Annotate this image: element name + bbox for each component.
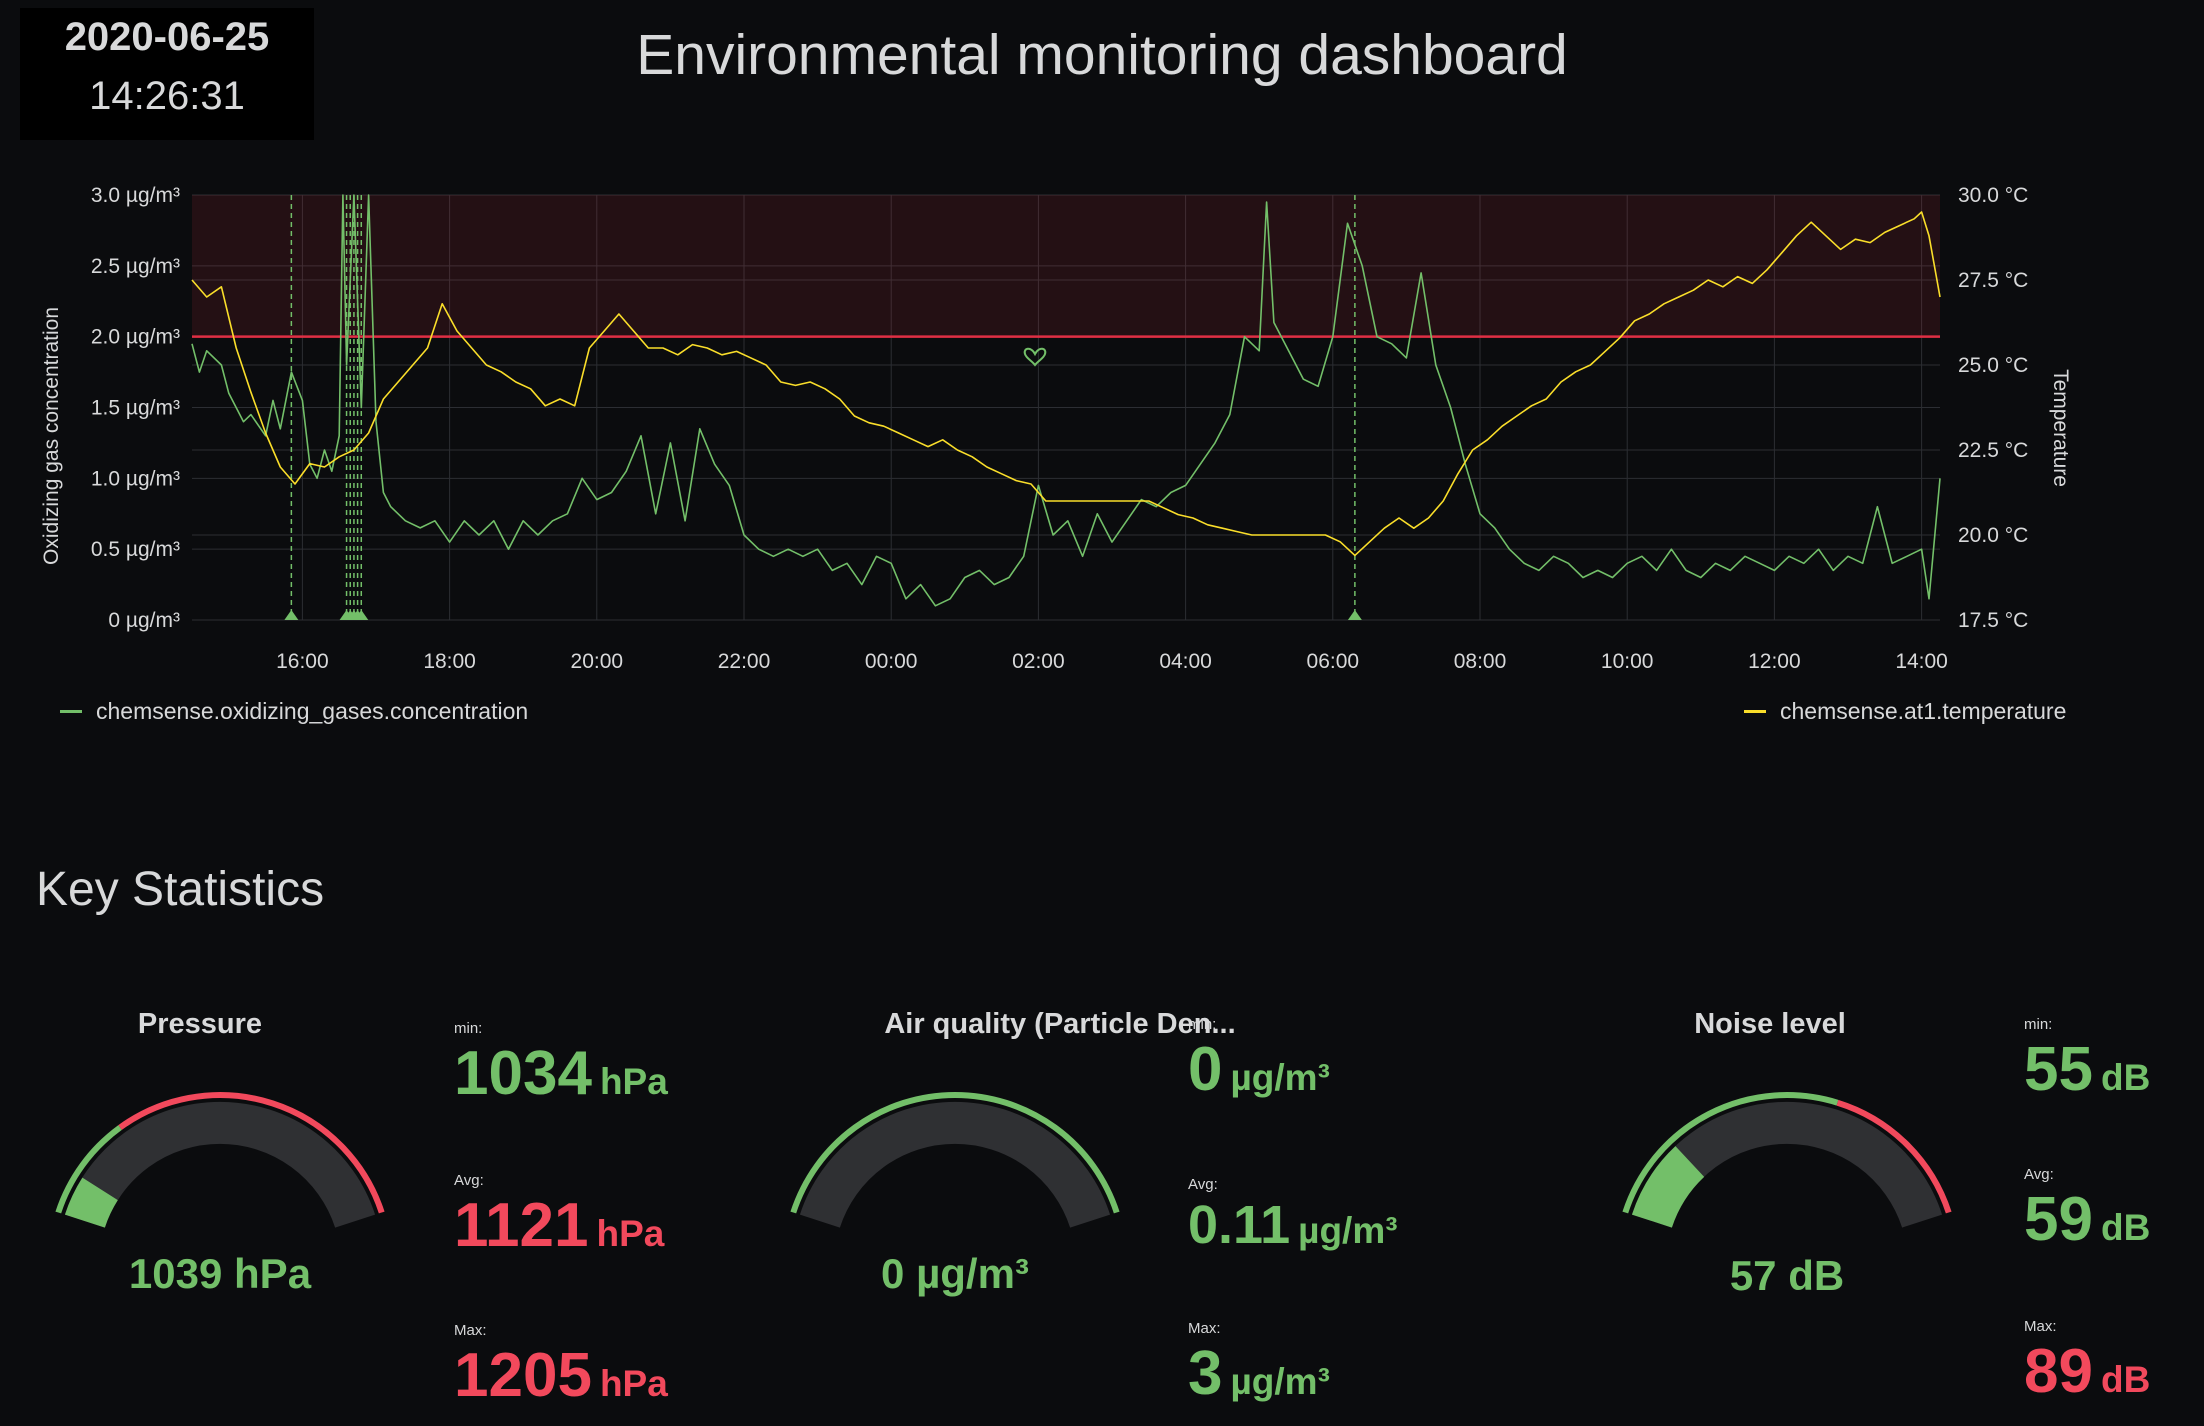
legend-label-oxidizing: chemsense.oxidizing_gases.concentration (96, 698, 529, 724)
noise-avg-label: Avg: (2024, 1166, 2054, 1183)
air-max-label: Max: (1188, 1320, 1221, 1337)
y-tick-left: 1.0 µg/m³ (91, 467, 180, 490)
y-tick-right: 27.5 °C (1958, 269, 2028, 292)
timeseries-chart[interactable]: 0 µg/m³ 0.5 µg/m³ 1.0 µg/m³ 1.5 µg/m³ 2.0 µg… (0, 160, 2204, 750)
y-axis-left-label: Oxidizing gas concentration (40, 307, 63, 565)
air-max-value: 3 µg/m³ (1188, 1339, 1330, 1408)
y-tick-right: 30.0 °C (1958, 184, 2028, 207)
noise-gauge-value: 57 dB (1729, 1252, 1845, 1299)
dashboard-title: Environmental monitoring dashboard (636, 23, 1568, 87)
legend-item-oxidizing[interactable]: chemsense.oxidizing_gases.concentration (60, 698, 528, 725)
y-tick-right: 25.0 °C (1958, 354, 2028, 377)
noise-gauge (1622, 1092, 1952, 1229)
x-tick: 18:00 (423, 650, 476, 673)
noise-title: Noise level (1694, 1008, 1846, 1040)
y-tick-left: 3.0 µg/m³ (91, 184, 180, 207)
pressure-title: Pressure (137, 1008, 263, 1040)
x-tick: 14:00 (1895, 650, 1948, 673)
clock-date: 2020-06-25 (64, 15, 270, 59)
pressure-avg-label: Avg: (454, 1172, 484, 1189)
chart-series (191, 194, 1941, 607)
y-tick-left: 2.5 µg/m³ (91, 255, 180, 278)
x-axis-ticks: 16:00 18:00 20:00 22:00 00:00 02:00 04:00 06:00… (276, 650, 1948, 673)
x-tick: 00:00 (865, 650, 918, 673)
threshold-region (192, 195, 1940, 338)
gauge-threshold-red (1836, 1099, 1952, 1214)
gauge-track (799, 1101, 1111, 1228)
section-title: Key Statistics (36, 863, 325, 916)
pressure-avg-value: 1121 hPa (454, 1191, 665, 1260)
gauge-track (64, 1101, 376, 1228)
noise-min-value: 55 dB (2024, 1035, 2151, 1104)
x-tick: 12:00 (1748, 650, 1801, 673)
clock-panel: 2020-06-25 14:26:31 (20, 8, 314, 140)
pressure-gauge-value: 1039 hPa (128, 1250, 312, 1297)
x-tick: 22:00 (718, 650, 771, 673)
y-axis-right-ticks: 17.5 °C 20.0 °C 22.5 °C 25.0 °C 27.5 °C 30.0 … (1958, 184, 2028, 632)
legend-item-temperature[interactable]: chemsense.at1.temperature (1744, 698, 2066, 725)
gauge-threshold-green (55, 1125, 122, 1214)
y-axis-right-label: Temperature (2049, 369, 2072, 487)
y-tick-left: 2.0 µg/m³ (91, 326, 180, 349)
gauge-fill (1631, 1146, 1705, 1229)
y-tick-left: 1.5 µg/m³ (91, 397, 180, 420)
annotation-markers (284, 195, 1362, 620)
x-tick: 16:00 (276, 650, 329, 673)
series-line-1 (191, 211, 1941, 557)
threshold-fill (192, 195, 1940, 337)
pressure-max-label: Max: (454, 1322, 487, 1339)
air-quality-gauge-value: 0 µg/m³ (881, 1250, 1029, 1297)
air-quality-gauge (790, 1091, 1120, 1228)
y-axis-left-ticks: 0 µg/m³ 0.5 µg/m³ 1.0 µg/m³ 1.5 µg/m³ 2.0 µg… (91, 184, 180, 632)
air-min-value: 0 µg/m³ (1188, 1035, 1330, 1104)
air-quality-title: Air quality (Particle Den... (884, 1008, 1236, 1040)
noise-max-value: 89 dB (2024, 1337, 2151, 1406)
x-tick: 10:00 (1601, 650, 1654, 673)
air-avg-label: Avg: (1188, 1176, 1218, 1193)
air-min-label: min: (1188, 1016, 1217, 1033)
annotation-marker (284, 610, 299, 620)
y-tick-right: 20.0 °C (1958, 524, 2028, 547)
annotation-marker (354, 610, 369, 620)
air-avg-value: 0.11 µg/m³ (1188, 1195, 1398, 1255)
x-tick: 04:00 (1159, 650, 1212, 673)
y-tick-right: 17.5 °C (1958, 609, 2028, 632)
x-tick: 06:00 (1307, 650, 1360, 673)
legend-label-temperature: chemsense.at1.temperature (1780, 698, 2067, 724)
pressure-min-value: 1034 hPa (454, 1039, 668, 1108)
y-tick-left: 0.5 µg/m³ (91, 538, 180, 561)
pressure-gauge (55, 1092, 385, 1229)
legend-swatch-green (60, 710, 82, 713)
legend-swatch-yellow (1744, 710, 1766, 713)
x-tick: 20:00 (571, 650, 624, 673)
gauge-threshold-red (118, 1092, 385, 1214)
gauge-threshold-green (1622, 1092, 1839, 1214)
pressure-max-value: 1205 hPa (454, 1341, 668, 1410)
gauge-threshold-green (790, 1091, 1120, 1214)
pressure-min-label: min: (454, 1020, 483, 1037)
gauge-fill (64, 1177, 119, 1229)
noise-min-label: min: (2024, 1016, 2053, 1033)
noise-avg-value: 59 dB (2024, 1185, 2151, 1254)
noise-max-label: Max: (2024, 1318, 2057, 1335)
x-tick: 02:00 (1012, 650, 1065, 673)
annotation-marker (1347, 610, 1362, 620)
clock-time: 14:26:31 (89, 74, 245, 118)
y-tick-right: 22.5 °C (1958, 439, 2028, 462)
y-tick-left: 0 µg/m³ (108, 609, 180, 632)
heart-icon (1023, 347, 1047, 367)
series-line-0 (191, 194, 1941, 607)
x-tick: 08:00 (1454, 650, 1507, 673)
